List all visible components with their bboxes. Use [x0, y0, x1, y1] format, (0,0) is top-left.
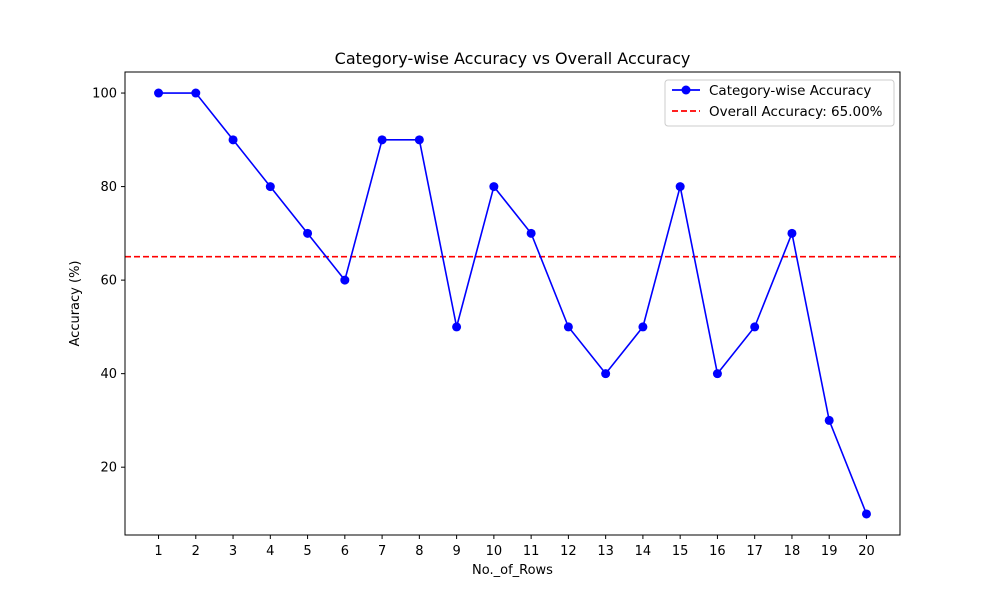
x-tick-label: 9: [452, 544, 460, 559]
x-axis: 1 2 3 4 5 6 7 8 9 10 11 12 13 14 15 16 17 18 19 20: [154, 535, 875, 559]
data-point: [526, 228, 536, 238]
legend-marker-dot: [681, 85, 691, 95]
legend-frame: [664, 79, 895, 127]
data-point: [377, 135, 387, 145]
x-tick-label: 1: [154, 544, 162, 559]
x-tick-label: 19: [821, 544, 838, 559]
x-tick-label: 7: [378, 544, 386, 559]
x-tick-label: 16: [709, 544, 726, 559]
data-point: [303, 228, 313, 238]
x-axis-label: No._of_Rows: [472, 563, 553, 578]
x-tick-label: 15: [672, 544, 689, 559]
plot-frame: [124, 71, 901, 536]
x-tick-label: 12: [560, 544, 577, 559]
data-point: [489, 182, 499, 192]
y-tick-label: 20: [100, 461, 117, 476]
y-axis-label: Accuracy (%): [68, 261, 83, 347]
data-point: [228, 135, 238, 145]
x-tick-label: 17: [746, 544, 763, 559]
data-point: [340, 275, 350, 285]
legend-label-overall: Overall Accuracy: 65.00%: [709, 104, 883, 120]
x-tick-label: 18: [784, 544, 801, 559]
x-tick-label: 11: [523, 544, 540, 559]
data-point: [154, 88, 164, 98]
data-point: [191, 88, 201, 98]
y-tick-label: 80: [100, 180, 117, 195]
data-point: [787, 228, 797, 238]
data-point: [861, 509, 871, 519]
y-tick-label: 100: [92, 87, 117, 102]
data-point: [675, 182, 685, 192]
data-point: [265, 182, 275, 192]
legend-label-series: Category-wise Accuracy: [709, 83, 871, 99]
x-tick-label: 8: [415, 544, 423, 559]
y-tick-label: 60: [100, 274, 117, 289]
chart-title: Category-wise Accuracy vs Overall Accura…: [335, 49, 691, 68]
data-point: [452, 322, 462, 332]
data-point: [638, 322, 648, 332]
x-tick-label: 14: [635, 544, 652, 559]
x-tick-label: 10: [486, 544, 503, 559]
y-axis: 20 40 60 80 100: [92, 87, 125, 476]
x-tick-label: 6: [341, 544, 349, 559]
x-tick-label: 5: [303, 544, 311, 559]
data-point: [414, 135, 424, 145]
plot-area: [125, 88, 900, 519]
x-tick-label: 20: [858, 544, 875, 559]
data-point: [601, 369, 611, 379]
y-tick-label: 40: [100, 367, 117, 382]
data-point: [563, 322, 573, 332]
data-point: [750, 322, 760, 332]
legend: Category-wise Accuracy Overall Accuracy:…: [664, 79, 895, 127]
x-tick-label: 2: [192, 544, 200, 559]
data-point: [824, 415, 834, 425]
x-tick-label: 13: [597, 544, 614, 559]
data-point: [712, 369, 722, 379]
x-tick-label: 3: [229, 544, 237, 559]
x-tick-label: 4: [266, 544, 274, 559]
series-line: [158, 92, 868, 515]
